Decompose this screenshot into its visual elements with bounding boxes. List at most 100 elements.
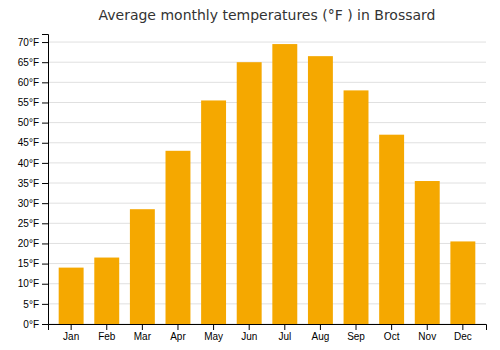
y-tick-mark <box>42 102 48 103</box>
x-tick-mark <box>391 324 392 330</box>
y-tick-mark <box>42 284 48 285</box>
y-tick-mark <box>42 183 48 184</box>
y-tick-mark <box>42 42 48 43</box>
grid-line <box>48 42 486 43</box>
x-tick-label: May <box>204 331 223 342</box>
x-tick-mark <box>462 324 463 330</box>
y-tick: 35°F <box>18 178 48 189</box>
y-tick-label: 50°F <box>18 117 39 128</box>
y-tick-mark <box>42 243 48 244</box>
y-tick-label: 0°F <box>23 319 39 330</box>
x-axis: Jan Feb Mar Apr May Jun Jul Aug Sep Oct Nov Dec <box>49 324 487 342</box>
y-tick-mark <box>42 324 48 325</box>
y-tick: 55°F <box>18 97 48 108</box>
y-tick-label: 25°F <box>18 218 39 229</box>
x-tick-label: Sep <box>347 331 365 342</box>
x-tick: May <box>204 324 223 342</box>
x-tick: Mar <box>134 324 152 342</box>
y-tick: 70°F <box>18 37 48 48</box>
chart: 0°F 5°F 10°F 15°F 20°F 25°F 30°F 35°F 40°F 45°F 50… <box>0 0 500 350</box>
x-tick-mark <box>106 324 107 330</box>
x-tick-mark <box>177 324 178 330</box>
y-tick: 10°F <box>18 278 48 289</box>
x-tick: Dec <box>454 324 472 342</box>
grid-line <box>48 62 486 63</box>
y-tick-label: 5°F <box>23 299 39 310</box>
grid <box>48 42 486 324</box>
y-tick-label: 45°F <box>18 137 39 148</box>
y-tick: 25°F <box>18 218 48 229</box>
bar <box>130 209 155 324</box>
x-tick-mark <box>427 324 428 330</box>
y-tick: 15°F <box>18 258 48 269</box>
plot: 0°F 5°F 10°F 15°F 20°F 25°F 30°F 35°F 40°F 45°F 50… <box>18 35 487 343</box>
x-tick: Apr <box>170 324 186 342</box>
x-axis-line <box>49 325 487 331</box>
x-tick-mark <box>284 324 285 330</box>
x-tick: Aug <box>312 324 330 342</box>
y-tick-mark <box>42 123 48 124</box>
y-tick: 40°F <box>18 158 48 169</box>
y-tick-mark <box>42 203 48 204</box>
x-tick: Sep <box>347 324 365 342</box>
x-tick-mark <box>71 324 72 330</box>
y-tick-label: 60°F <box>18 77 39 88</box>
y-tick: 60°F <box>18 77 48 88</box>
y-tick-label: 10°F <box>18 278 39 289</box>
bars <box>59 44 476 324</box>
y-tick: 65°F <box>18 57 48 68</box>
y-tick-label: 15°F <box>18 258 39 269</box>
bar <box>415 181 440 324</box>
y-tick-mark <box>42 223 48 224</box>
bar <box>272 44 297 324</box>
grid-line <box>48 82 486 83</box>
y-tick-mark <box>42 62 48 63</box>
x-tick-label: Nov <box>418 331 436 342</box>
x-tick: Feb <box>98 324 116 342</box>
bar <box>94 258 119 324</box>
x-tick-label: Jul <box>278 331 291 342</box>
y-tick-label: 35°F <box>18 178 39 189</box>
x-tick-mark <box>249 324 250 330</box>
x-tick-label: Aug <box>312 331 330 342</box>
grid-line <box>48 162 486 163</box>
title: Average monthly temperatures (°F ) in Br… <box>98 7 435 23</box>
bar <box>201 100 226 324</box>
x-tick: Jul <box>278 324 291 342</box>
bar <box>308 56 333 324</box>
x-tick: Oct <box>384 324 400 342</box>
x-tick-mark <box>213 324 214 330</box>
y-tick-mark <box>42 143 48 144</box>
y-tick-label: 55°F <box>18 97 39 108</box>
y-axis-line <box>42 35 49 325</box>
x-tick-label: Jan <box>63 331 79 342</box>
y-tick: 50°F <box>18 117 48 128</box>
x-tick: Nov <box>418 324 436 342</box>
x-tick-mark <box>142 324 143 330</box>
x-tick: Jun <box>241 324 257 342</box>
y-tick-label: 70°F <box>18 37 39 48</box>
x-tick-mark <box>356 324 357 330</box>
x-tick-label: Jun <box>241 331 257 342</box>
y-tick-mark <box>42 304 48 305</box>
y-tick-mark <box>42 163 48 164</box>
bar <box>59 268 84 324</box>
y-tick-mark <box>42 82 48 83</box>
y-tick: 0°F <box>23 319 48 330</box>
y-tick-label: 40°F <box>18 158 39 169</box>
bar <box>379 135 404 324</box>
y-tick-label: 30°F <box>18 198 39 209</box>
bar <box>166 151 191 324</box>
y-tick-label: 20°F <box>18 238 39 249</box>
x-tick-label: Dec <box>454 331 472 342</box>
y-tick: 45°F <box>18 137 48 148</box>
y-tick: 5°F <box>23 299 48 310</box>
x-tick: Jan <box>63 324 79 342</box>
y-axis: 0°F 5°F 10°F 15°F 20°F 25°F 30°F 35°F 40°F 45°F 50… <box>18 35 49 330</box>
bar <box>344 90 369 324</box>
x-tick-label: Oct <box>384 331 400 342</box>
x-tick-label: Mar <box>134 331 152 342</box>
x-tick-mark <box>320 324 321 330</box>
y-tick-label: 65°F <box>18 57 39 68</box>
grid-line <box>48 122 486 123</box>
